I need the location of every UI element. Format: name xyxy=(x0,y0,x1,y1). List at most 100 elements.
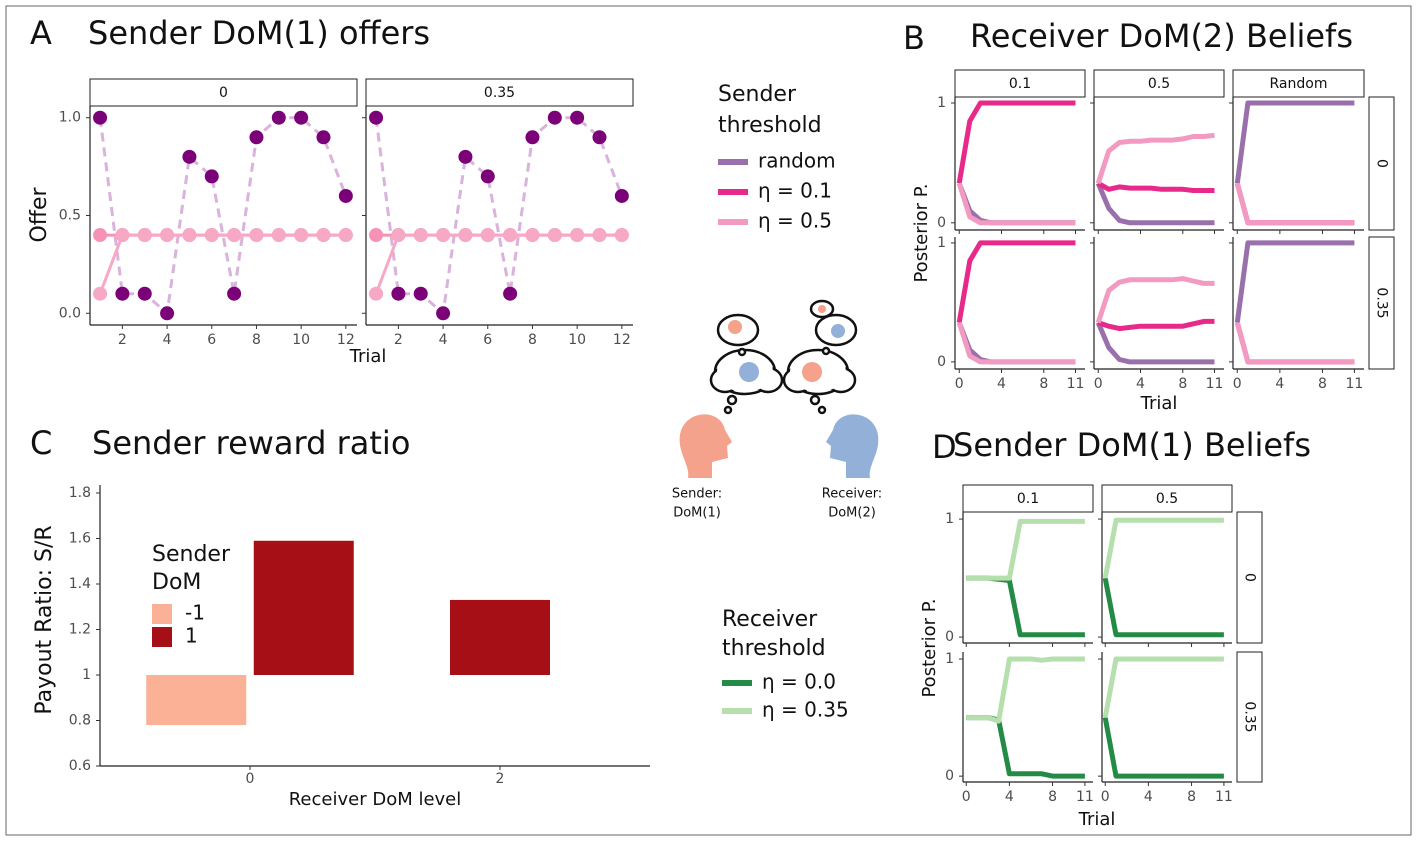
y-tick-label: 1 xyxy=(945,511,954,527)
receiver-head xyxy=(826,414,879,478)
series-line xyxy=(1096,181,1215,193)
thought-dot xyxy=(817,405,827,415)
sender-head xyxy=(679,414,732,478)
x-tick-label: 4 xyxy=(439,332,448,348)
series-line xyxy=(1234,182,1355,226)
panel-title: Sender DoM(1) Beliefs xyxy=(953,426,1311,464)
series-line xyxy=(966,656,1085,724)
diagram-label: DoM(2) xyxy=(828,506,876,521)
y-tick-label: 1 xyxy=(937,235,946,251)
series-line xyxy=(98,233,346,295)
x-tick-label: 8 xyxy=(1318,376,1327,392)
series-line xyxy=(1097,318,1215,332)
series-line xyxy=(966,575,1085,638)
panel-title: Sender reward ratio xyxy=(92,424,410,462)
facet-label: 0.5 xyxy=(1156,491,1178,507)
y-tick-label: 1 xyxy=(937,95,946,111)
x-tick-label: 4 xyxy=(163,332,172,348)
x-tick-label: 8 xyxy=(1178,376,1187,392)
x-tick-label: 0 xyxy=(1101,789,1110,805)
series-line xyxy=(1234,240,1355,323)
panel-letter: D xyxy=(932,428,957,466)
series-line xyxy=(956,182,1076,226)
x-tick-label: 12 xyxy=(613,332,631,348)
facet-strip xyxy=(954,69,1086,98)
facet-strip xyxy=(962,484,1094,513)
series-line xyxy=(1095,132,1215,185)
facet-strip xyxy=(1368,236,1395,370)
point xyxy=(413,228,428,243)
x-tick-label: 8 xyxy=(1048,789,1057,805)
point xyxy=(227,286,242,301)
series-line xyxy=(1102,577,1224,638)
x-axis-title: Receiver DoM level xyxy=(289,789,462,810)
thought-dot xyxy=(723,405,733,415)
point xyxy=(338,228,353,243)
diagram-label: DoM(1) xyxy=(673,506,721,521)
point xyxy=(115,228,130,243)
point xyxy=(160,228,175,243)
point xyxy=(458,228,473,243)
thought-cloud xyxy=(809,299,858,347)
legend-title: threshold xyxy=(722,636,826,661)
point xyxy=(369,228,384,243)
x-tick-label: 12 xyxy=(337,332,355,348)
y-tick-label: 1.4 xyxy=(69,576,91,592)
point xyxy=(204,228,219,243)
series-line xyxy=(956,182,1076,226)
point xyxy=(436,228,451,243)
point xyxy=(592,130,607,145)
facet-label: 0.35 xyxy=(484,85,515,101)
thought-dot xyxy=(737,347,747,357)
facet-label: Random xyxy=(1270,76,1328,92)
facet-strip xyxy=(365,78,634,107)
x-tick-label: 10 xyxy=(292,332,310,348)
legend-label: η = 0.0 xyxy=(762,670,836,694)
bar xyxy=(253,540,354,675)
point xyxy=(316,130,331,145)
bar xyxy=(146,675,247,726)
x-tick-label: 0 xyxy=(962,789,971,805)
x-tick-label: 8 xyxy=(1187,789,1196,805)
x-tick-label: 4 xyxy=(1275,376,1284,392)
point xyxy=(137,286,152,301)
point xyxy=(93,228,108,243)
x-tick-label: 0 xyxy=(246,771,255,787)
point xyxy=(480,169,495,184)
legend-swatch xyxy=(152,604,172,624)
frame xyxy=(5,5,1412,836)
facet-strip xyxy=(1101,484,1233,513)
facet-label: 0.35 xyxy=(1374,287,1390,318)
x-tick-label: 8 xyxy=(528,332,537,348)
x-tick-label: 8 xyxy=(252,332,261,348)
series-line xyxy=(98,116,348,315)
panel-title: Sender DoM(1) offers xyxy=(88,14,430,52)
thought-dot xyxy=(809,394,821,406)
facet-strip xyxy=(1236,511,1263,644)
facet-label: 0.5 xyxy=(1148,76,1170,92)
point xyxy=(570,110,585,125)
facet-label: 0 xyxy=(1374,159,1390,168)
y-tick-label: 1.0 xyxy=(59,110,81,126)
point xyxy=(294,110,309,125)
point xyxy=(271,110,286,125)
legend-label: -1 xyxy=(185,601,205,625)
point xyxy=(547,228,562,243)
thought-dot xyxy=(821,346,831,356)
series-line xyxy=(1095,276,1215,324)
series-line xyxy=(1234,321,1355,365)
point xyxy=(93,286,108,301)
point xyxy=(249,228,264,243)
legend-label: random xyxy=(758,149,836,173)
series-line xyxy=(956,321,1076,365)
series-line xyxy=(956,100,1076,184)
facet-label: 0.1 xyxy=(1017,491,1039,507)
legend-title: Sender xyxy=(152,542,231,567)
x-tick-label: 0 xyxy=(1233,376,1242,392)
point xyxy=(182,149,197,164)
y-tick-label: 1 xyxy=(82,667,91,683)
y-tick-label: 1.2 xyxy=(69,622,91,638)
point xyxy=(227,228,242,243)
panel-letter: C xyxy=(30,424,52,462)
